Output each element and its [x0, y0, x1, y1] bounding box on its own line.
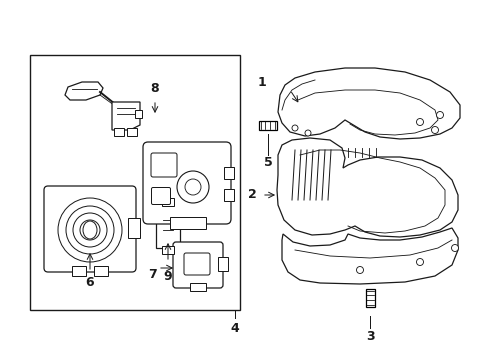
Bar — [190, 283, 206, 291]
Circle shape — [305, 130, 311, 136]
Bar — [218, 257, 228, 271]
Polygon shape — [277, 138, 458, 237]
Bar — [224, 167, 234, 179]
Text: 5: 5 — [264, 156, 272, 168]
Text: 6: 6 — [86, 275, 94, 288]
Circle shape — [416, 118, 423, 126]
FancyBboxPatch shape — [156, 204, 180, 248]
Text: 4: 4 — [231, 321, 240, 334]
Bar — [170, 217, 206, 229]
FancyBboxPatch shape — [151, 188, 171, 204]
Bar — [128, 218, 140, 238]
FancyBboxPatch shape — [151, 153, 177, 177]
Text: 1: 1 — [258, 76, 267, 89]
Bar — [162, 198, 174, 206]
Polygon shape — [278, 68, 460, 139]
FancyBboxPatch shape — [143, 142, 231, 224]
Ellipse shape — [83, 221, 97, 239]
Bar — [72, 266, 86, 276]
Bar — [135, 110, 142, 118]
Text: 9: 9 — [164, 270, 172, 283]
Bar — [127, 128, 137, 136]
Bar — [259, 121, 277, 130]
Circle shape — [437, 112, 443, 118]
Bar — [224, 189, 234, 201]
Text: 8: 8 — [151, 81, 159, 94]
Circle shape — [416, 258, 423, 266]
Bar — [94, 266, 108, 276]
Bar — [30, 55, 240, 310]
Circle shape — [357, 266, 364, 274]
Text: 2: 2 — [247, 189, 256, 202]
Circle shape — [432, 126, 439, 134]
Polygon shape — [112, 102, 140, 130]
FancyBboxPatch shape — [173, 242, 223, 288]
Text: 3: 3 — [366, 329, 374, 342]
FancyBboxPatch shape — [184, 253, 210, 275]
Circle shape — [292, 125, 298, 131]
Bar — [114, 128, 124, 136]
Polygon shape — [65, 82, 103, 100]
Bar — [162, 246, 174, 254]
FancyBboxPatch shape — [44, 186, 136, 272]
Circle shape — [451, 244, 459, 252]
Polygon shape — [282, 228, 458, 284]
Text: 7: 7 — [147, 267, 156, 280]
Bar — [366, 289, 375, 307]
